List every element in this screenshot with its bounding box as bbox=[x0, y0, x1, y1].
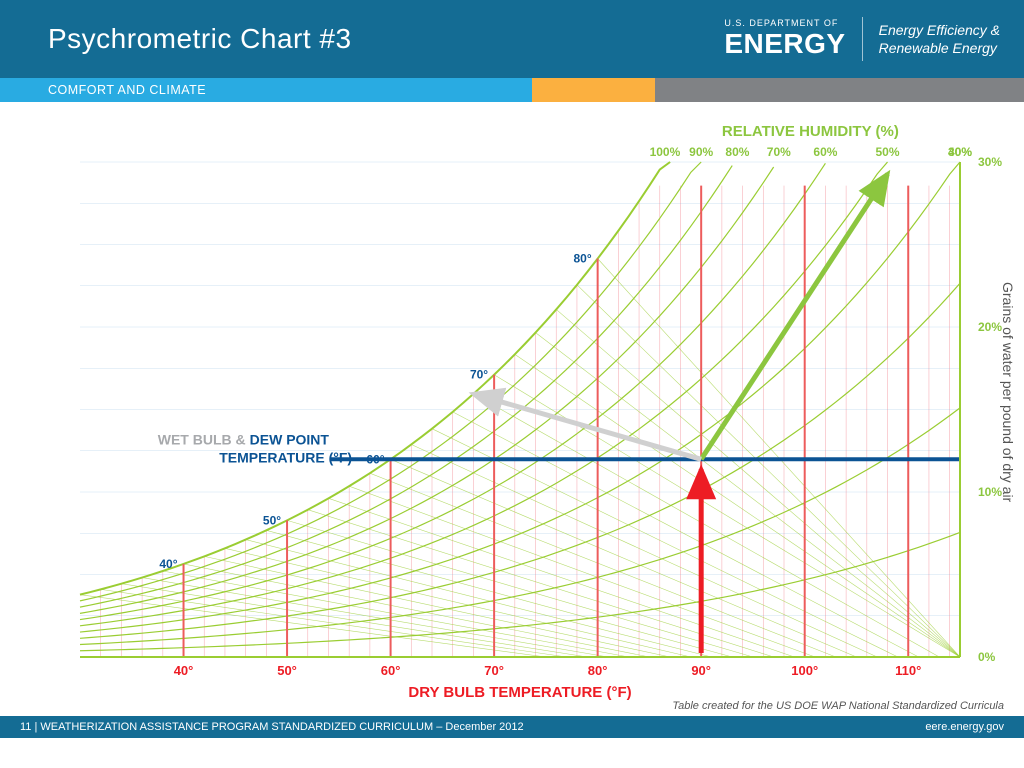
footer-right: eere.energy.gov bbox=[925, 721, 1004, 733]
svg-text:90%: 90% bbox=[689, 145, 713, 159]
header-bar: Psychrometric Chart #3 U.S. DEPARTMENT O… bbox=[0, 0, 1024, 78]
svg-text:100%: 100% bbox=[650, 145, 681, 159]
chart-area: 40°50°60°70°80°90°100°110°40°50°60°70°80… bbox=[0, 102, 1024, 738]
svg-text:60%: 60% bbox=[813, 145, 837, 159]
svg-text:70°: 70° bbox=[484, 663, 504, 678]
footer-bar: 11 | WEATHERIZATION ASSISTANCE PROGRAM S… bbox=[0, 716, 1024, 738]
svg-text:30%: 30% bbox=[978, 155, 1002, 169]
svg-text:DRY BULB TEMPERATURE (°F): DRY BULB TEMPERATURE (°F) bbox=[408, 684, 631, 701]
svg-text:40°: 40° bbox=[174, 663, 194, 678]
svg-text:0%: 0% bbox=[978, 650, 996, 664]
psychrometric-chart: 40°50°60°70°80°90°100°110°40°50°60°70°80… bbox=[0, 102, 1024, 738]
eere-label: Energy Efficiency & Renewable Energy bbox=[879, 21, 1000, 57]
doe-logo: U.S. DEPARTMENT OF ENERGY Energy Efficie… bbox=[724, 17, 1000, 61]
svg-text:110°: 110° bbox=[895, 663, 921, 678]
stripe-yellow bbox=[532, 78, 655, 102]
svg-text:10%: 10% bbox=[978, 485, 1002, 499]
svg-text:WET BULB &: WET BULB & bbox=[158, 431, 246, 447]
svg-text:80°: 80° bbox=[588, 663, 608, 678]
stripe-label: COMFORT AND CLIMATE bbox=[0, 78, 532, 102]
svg-text:30%: 30% bbox=[948, 145, 972, 159]
svg-text:70°: 70° bbox=[470, 368, 488, 382]
logo-divider bbox=[862, 17, 863, 61]
footer-left: 11 | WEATHERIZATION ASSISTANCE PROGRAM S… bbox=[20, 721, 925, 733]
svg-text:DEW POINT: DEW POINT bbox=[250, 431, 330, 447]
svg-text:80%: 80% bbox=[725, 145, 749, 159]
dept-label: U.S. DEPARTMENT OF bbox=[724, 18, 845, 28]
svg-text:60°: 60° bbox=[381, 663, 401, 678]
svg-text:90°: 90° bbox=[691, 663, 711, 678]
svg-text:50°: 50° bbox=[263, 513, 281, 527]
svg-text:70%: 70% bbox=[767, 145, 791, 159]
svg-text:40°: 40° bbox=[159, 557, 177, 571]
svg-text:TEMPERATURE (°F): TEMPERATURE (°F) bbox=[219, 449, 352, 465]
svg-text:80°: 80° bbox=[573, 252, 591, 266]
energy-logo-text: ENERGY bbox=[724, 28, 845, 60]
svg-text:20%: 20% bbox=[978, 320, 1002, 334]
stripe-gray bbox=[655, 78, 1024, 102]
grains-axis-label: Grains of water per pound of dry air bbox=[1000, 282, 1016, 502]
svg-text:50%: 50% bbox=[876, 145, 900, 159]
svg-text:50°: 50° bbox=[277, 663, 297, 678]
page-title: Psychrometric Chart #3 bbox=[48, 23, 724, 55]
svg-text:100°: 100° bbox=[791, 663, 818, 678]
color-stripe: COMFORT AND CLIMATE bbox=[0, 78, 1024, 102]
svg-text:RELATIVE HUMIDITY (%): RELATIVE HUMIDITY (%) bbox=[722, 123, 899, 140]
credit-text: Table created for the US DOE WAP Nationa… bbox=[672, 700, 1004, 712]
